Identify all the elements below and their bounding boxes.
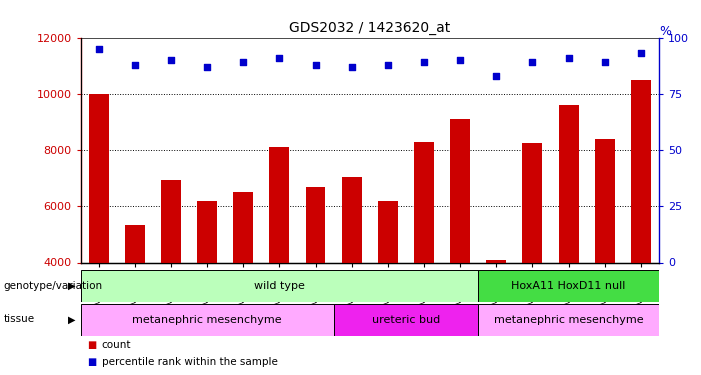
Bar: [522, 143, 543, 262]
Text: ureteric bud: ureteric bud: [372, 315, 440, 325]
Point: [491, 73, 502, 79]
Point: [310, 62, 321, 68]
Point: [382, 62, 393, 68]
Bar: [125, 225, 145, 262]
Text: ▶: ▶: [68, 281, 76, 291]
Bar: [342, 177, 362, 262]
Bar: [306, 187, 325, 262]
Text: ▶: ▶: [68, 315, 76, 324]
Bar: [478, 270, 659, 302]
Text: metanephric mesenchyme: metanephric mesenchyme: [132, 315, 282, 325]
Bar: [450, 119, 470, 262]
Text: HoxA11 HoxD11 null: HoxA11 HoxD11 null: [512, 281, 626, 291]
Bar: [478, 304, 659, 336]
Bar: [81, 304, 334, 336]
Point: [201, 64, 212, 70]
Point: [563, 55, 574, 61]
Point: [635, 50, 646, 56]
Point: [527, 59, 538, 65]
Point: [454, 57, 465, 63]
Text: tissue: tissue: [4, 315, 34, 324]
Bar: [594, 139, 615, 262]
Text: metanephric mesenchyme: metanephric mesenchyme: [494, 315, 644, 325]
Bar: [378, 201, 397, 262]
Point: [418, 59, 430, 65]
Text: ■: ■: [88, 357, 97, 367]
Point: [129, 62, 140, 68]
Point: [238, 59, 249, 65]
Bar: [81, 270, 478, 302]
Text: percentile rank within the sample: percentile rank within the sample: [102, 357, 278, 367]
Title: GDS2032 / 1423620_at: GDS2032 / 1423620_at: [289, 21, 451, 35]
Point: [93, 46, 104, 52]
Bar: [631, 80, 651, 262]
Bar: [161, 180, 181, 262]
Bar: [233, 192, 253, 262]
Text: wild type: wild type: [254, 281, 305, 291]
Bar: [486, 260, 506, 262]
Text: %: %: [659, 24, 671, 38]
Text: genotype/variation: genotype/variation: [4, 281, 102, 291]
Bar: [334, 304, 478, 336]
Point: [274, 55, 285, 61]
Text: count: count: [102, 340, 131, 350]
Point: [599, 59, 611, 65]
Bar: [197, 201, 217, 262]
Point: [165, 57, 177, 63]
Bar: [559, 105, 578, 262]
Bar: [89, 94, 109, 262]
Bar: [414, 142, 434, 262]
Point: [346, 64, 358, 70]
Bar: [269, 147, 290, 262]
Text: ■: ■: [88, 340, 97, 350]
